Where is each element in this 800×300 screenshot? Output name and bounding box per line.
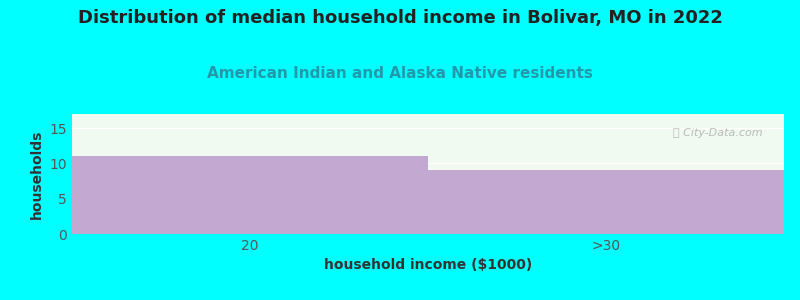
Bar <box>72 156 428 234</box>
Text: Ⓜ City-Data.com: Ⓜ City-Data.com <box>673 128 762 138</box>
Text: American Indian and Alaska Native residents: American Indian and Alaska Native reside… <box>207 66 593 81</box>
Bar <box>428 170 784 234</box>
X-axis label: household income ($1000): household income ($1000) <box>324 258 532 272</box>
Y-axis label: households: households <box>30 129 44 219</box>
Text: Distribution of median household income in Bolivar, MO in 2022: Distribution of median household income … <box>78 9 722 27</box>
